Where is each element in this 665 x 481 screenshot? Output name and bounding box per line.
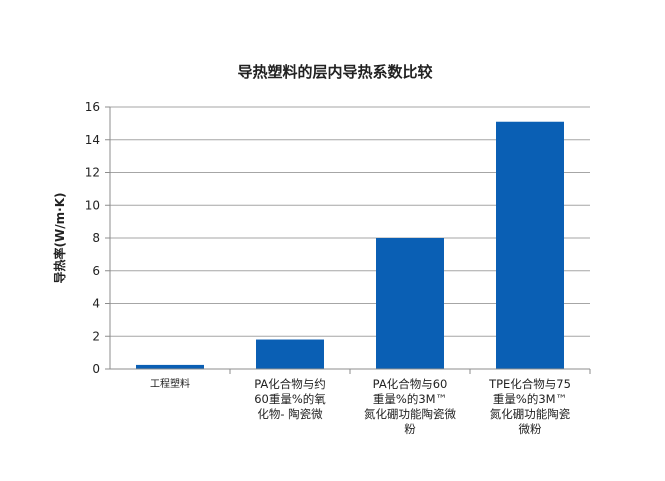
- x-tick-label: TPE化合物与75 重量%的3M™ 氮化硼功能陶瓷 微粉: [489, 377, 571, 436]
- bar: [256, 339, 324, 369]
- y-tick-label: 6: [92, 264, 100, 278]
- chart-title: 导热塑料的层内导热系数比较: [237, 63, 432, 81]
- x-tick-label: 工程塑料: [150, 379, 190, 390]
- bar: [496, 121, 564, 369]
- y-tick-label: 4: [92, 297, 100, 311]
- y-tick-label: 0: [92, 362, 100, 376]
- y-axis-ticks: 0 2 4 6 8 10 12 14 16: [85, 100, 110, 376]
- x-tick-label: PA化合物与60 重量%的3M™ 氮化硼功能陶瓷微 粉: [364, 377, 456, 436]
- y-axis-label: 导热率(W/m·K): [52, 193, 67, 284]
- y-tick-label: 10: [85, 198, 100, 212]
- bars: [136, 121, 591, 374]
- bar: [136, 364, 204, 369]
- y-tick-label: 8: [92, 231, 100, 245]
- bar: [376, 238, 444, 369]
- y-tick-label: 2: [92, 329, 100, 343]
- y-tick-label: 14: [85, 133, 100, 147]
- x-tick-label: PA化合物与约 60重量%的氧 化物- 陶瓷微: [254, 377, 326, 421]
- y-tick-label: 12: [85, 166, 100, 180]
- y-tick-label: 16: [85, 100, 100, 114]
